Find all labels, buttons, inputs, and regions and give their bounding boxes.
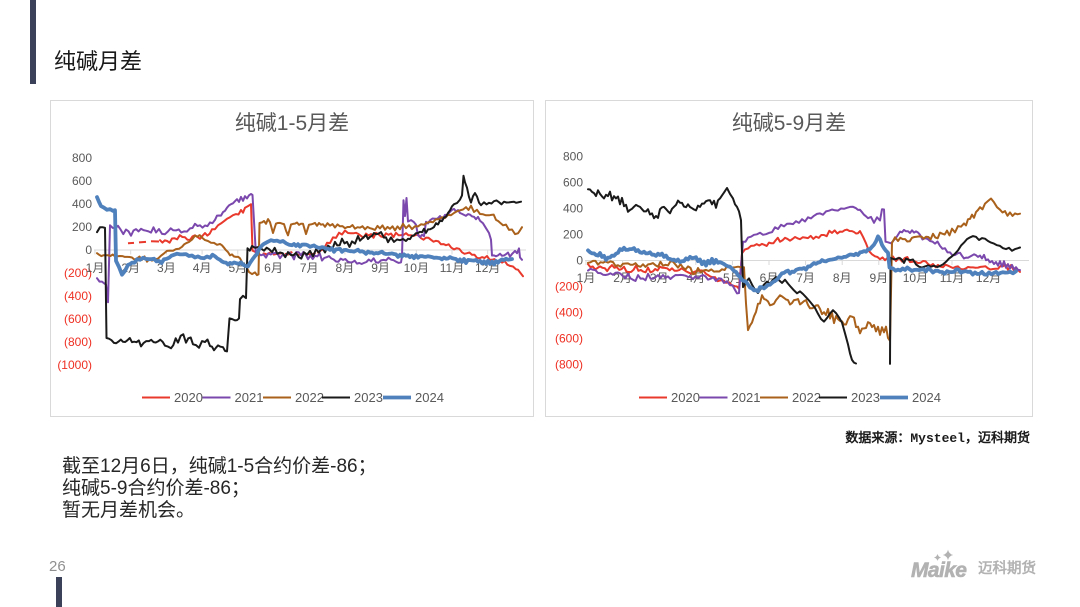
- svg-text:8月: 8月: [336, 261, 355, 275]
- svg-text:(200): (200): [555, 280, 583, 294]
- svg-text:0: 0: [85, 243, 92, 257]
- svg-text:8月: 8月: [833, 271, 852, 285]
- svg-text:(1000): (1000): [57, 358, 92, 372]
- svg-text:(400): (400): [555, 306, 583, 320]
- svg-text:4月: 4月: [193, 261, 212, 275]
- svg-text:纯碱5-9月差: 纯碱5-9月差: [732, 112, 846, 135]
- svg-text:2021: 2021: [235, 390, 264, 405]
- svg-text:2023: 2023: [851, 390, 880, 405]
- svg-text:纯碱1-5月差: 纯碱1-5月差: [235, 112, 349, 135]
- svg-text:2024: 2024: [415, 390, 444, 405]
- svg-text:7月: 7月: [796, 271, 815, 285]
- svg-text:600: 600: [563, 176, 583, 190]
- svg-text:1月: 1月: [577, 271, 596, 285]
- svg-text:9月: 9月: [869, 271, 888, 285]
- svg-text:800: 800: [72, 151, 92, 165]
- svg-text:(400): (400): [64, 289, 92, 303]
- svg-text:2021: 2021: [732, 390, 761, 405]
- svg-text:200: 200: [72, 220, 92, 234]
- svg-text:800: 800: [563, 150, 583, 164]
- svg-text:2020: 2020: [671, 390, 700, 405]
- svg-text:2024: 2024: [912, 390, 941, 405]
- svg-text:(600): (600): [555, 332, 583, 346]
- svg-text:9月: 9月: [371, 261, 390, 275]
- svg-text:7月: 7月: [300, 261, 319, 275]
- svg-text:10月: 10月: [404, 261, 429, 275]
- svg-text:400: 400: [563, 202, 583, 216]
- svg-text:(600): (600): [64, 312, 92, 326]
- svg-text:(800): (800): [555, 358, 583, 372]
- svg-text:(200): (200): [64, 266, 92, 280]
- svg-text:6月: 6月: [264, 261, 283, 275]
- svg-text:0: 0: [576, 254, 583, 268]
- svg-text:11月: 11月: [440, 261, 464, 275]
- svg-text:2022: 2022: [792, 390, 821, 405]
- svg-text:(800): (800): [64, 335, 92, 349]
- svg-text:2023: 2023: [354, 390, 383, 405]
- svg-text:600: 600: [72, 174, 92, 188]
- svg-text:1月: 1月: [86, 261, 105, 275]
- svg-text:400: 400: [72, 197, 92, 211]
- svg-text:2020: 2020: [174, 390, 203, 405]
- svg-text:2022: 2022: [295, 390, 324, 405]
- svg-text:200: 200: [563, 228, 583, 242]
- svg-text:10月: 10月: [903, 271, 928, 285]
